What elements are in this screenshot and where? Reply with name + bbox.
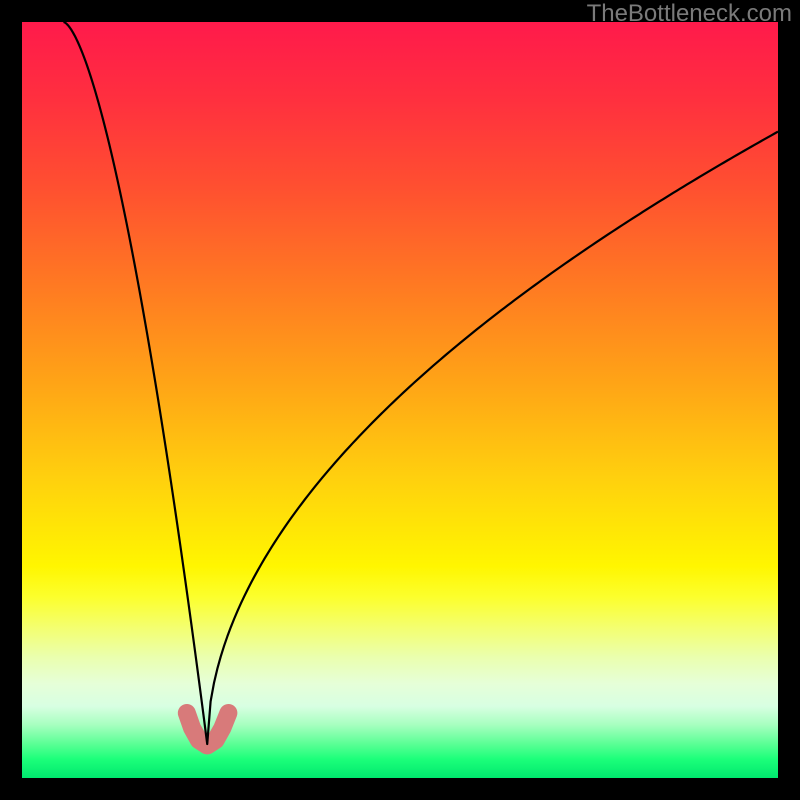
gradient-background	[22, 22, 778, 778]
plot-area	[22, 22, 778, 778]
watermark-text: TheBottleneck.com	[587, 0, 792, 28]
chart-svg	[22, 22, 778, 778]
